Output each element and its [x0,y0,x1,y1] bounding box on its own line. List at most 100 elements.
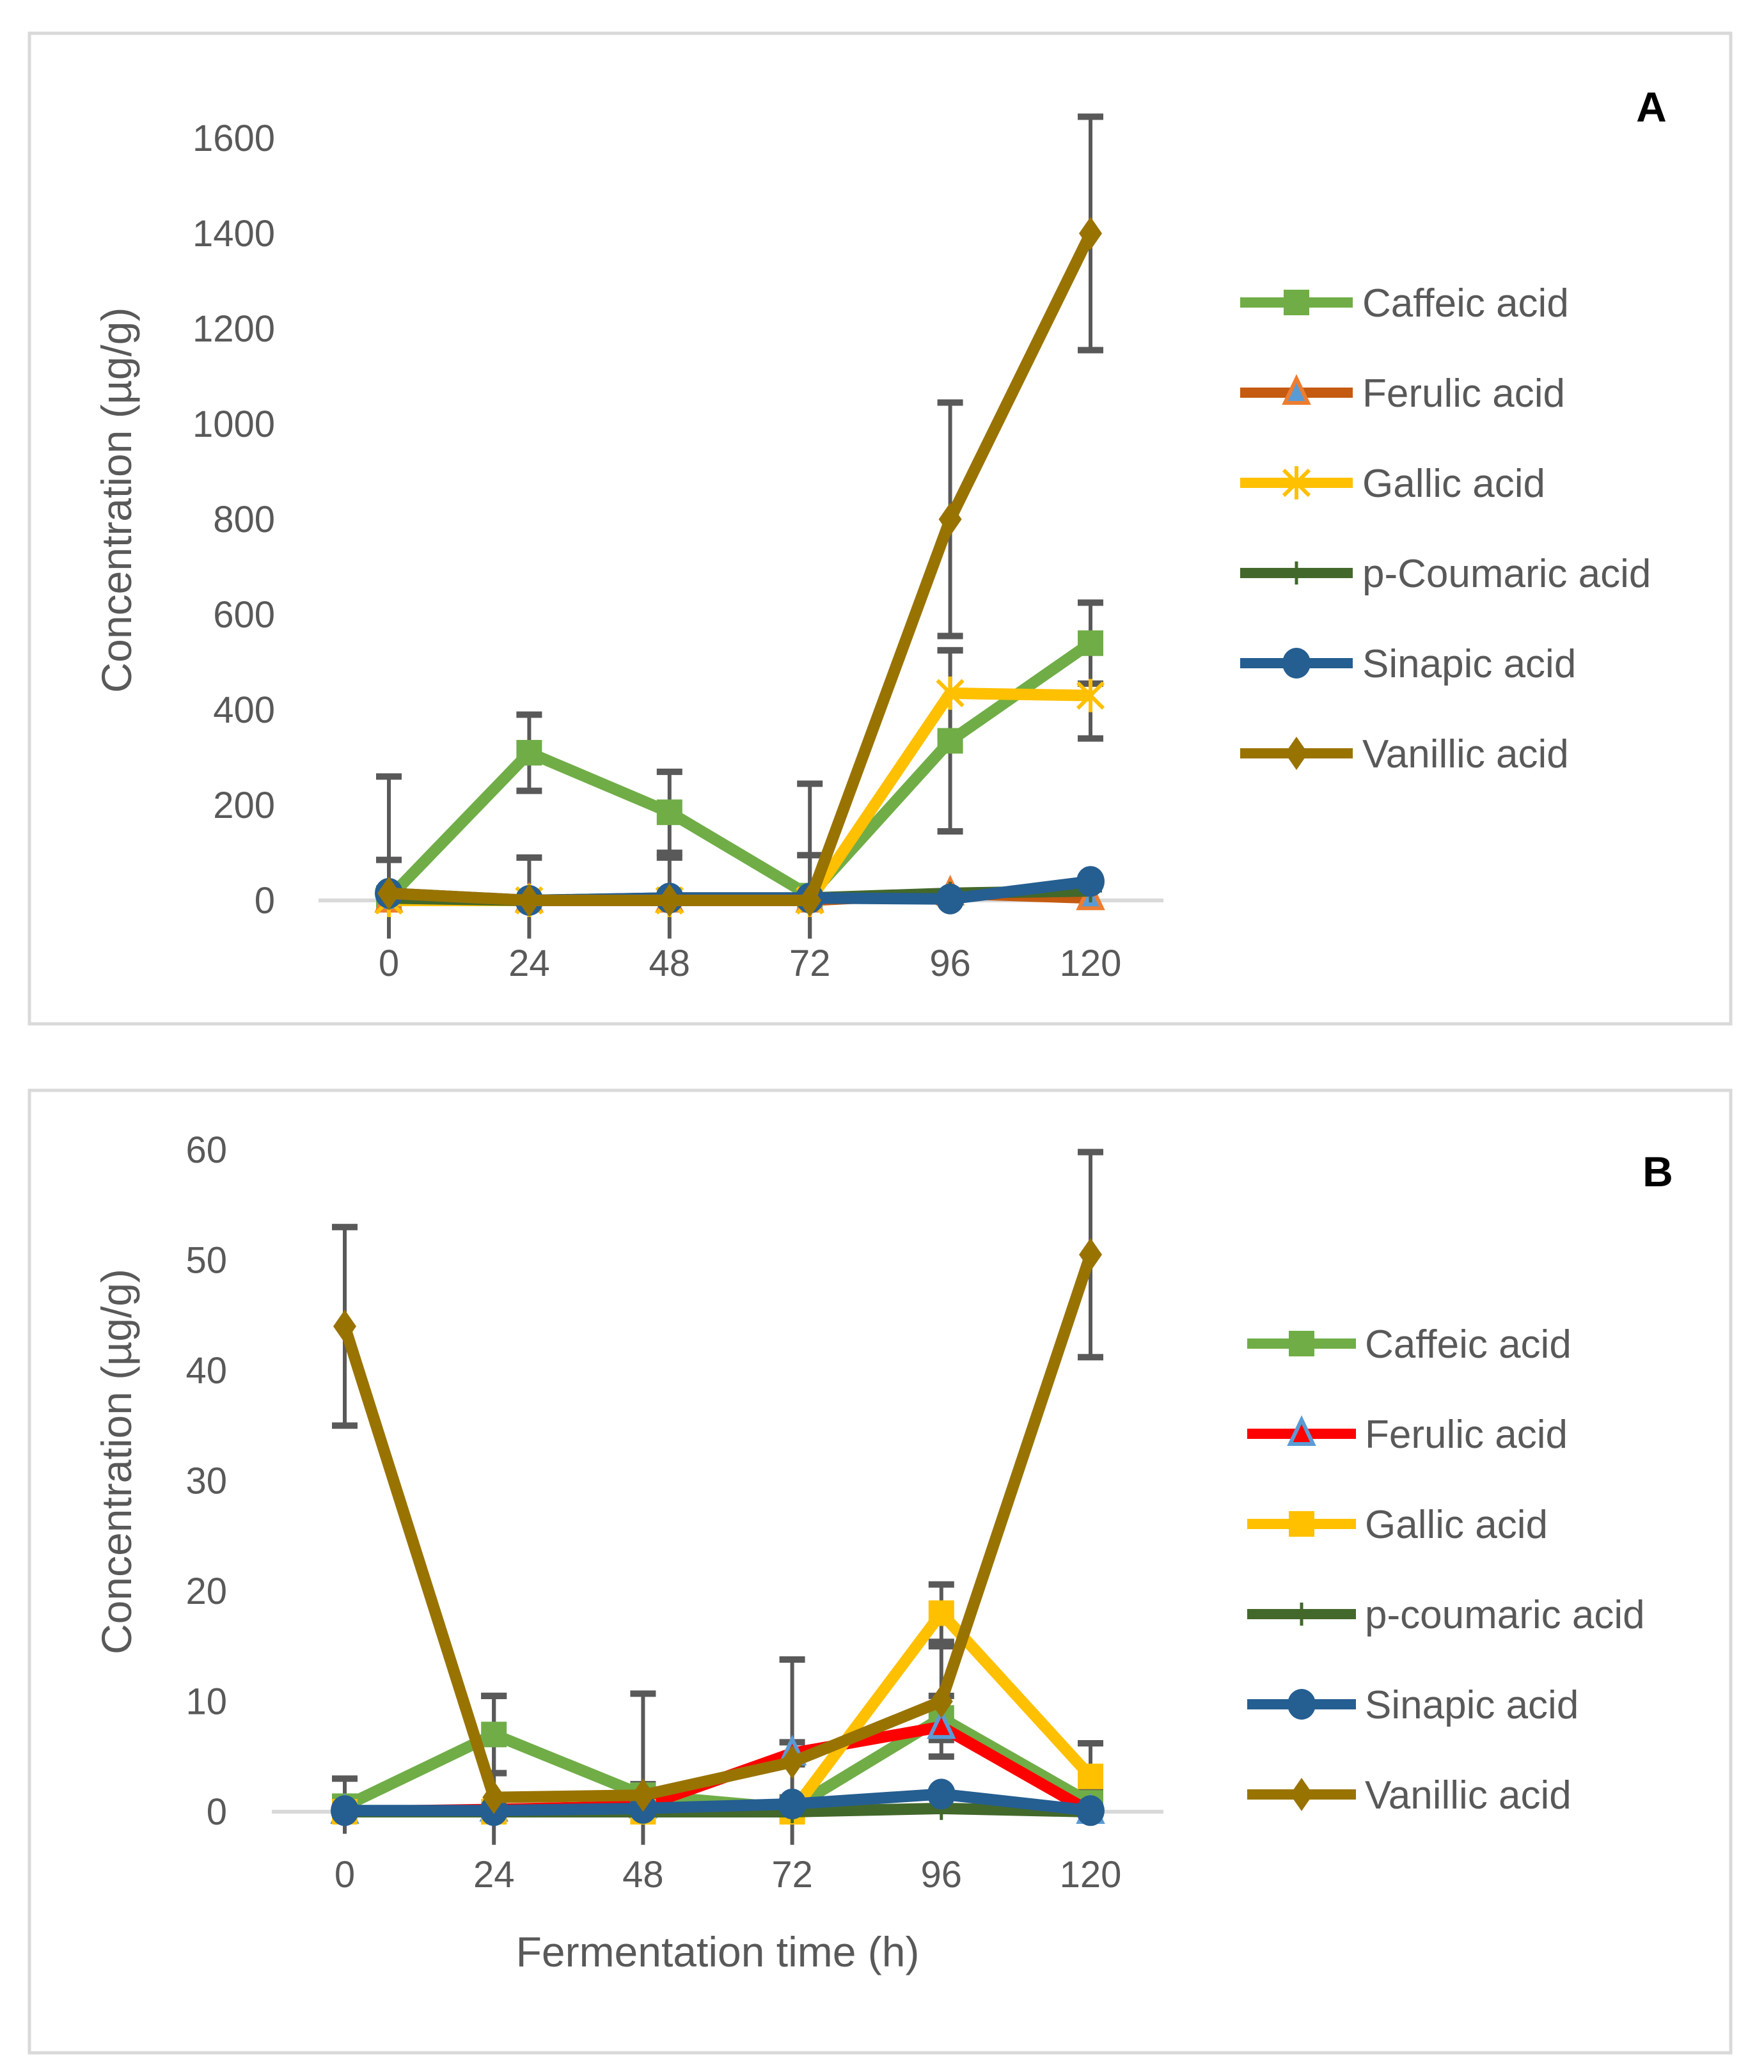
legend-item: Vanillic acid [1240,732,1569,776]
y-tick-label: 50 [185,1240,227,1282]
legend-item: Sinapic acid [1240,642,1576,686]
marker-triangle [927,1708,956,1739]
marker-square [1289,1511,1314,1537]
marker-diamond [517,884,541,917]
marker-diamond [658,884,681,917]
marker-diamond [482,1780,506,1814]
x-tick-label: 120 [1060,1854,1122,1895]
y-tick-label: 800 [213,499,275,540]
y-tick-label: 1400 [193,213,275,255]
legend-item: Ferulic acid [1247,1413,1568,1457]
y-tick-label: 1200 [193,308,275,350]
y-tick-label: 0 [207,1791,227,1833]
legend-label: p-coumaric acid [1365,1593,1645,1637]
legend: Caffeic acid Ferulic acid Gallic acid p-cou… [1247,1322,1645,1817]
y-tick-label: 1000 [193,404,275,445]
series-vanillic-acid [377,217,1102,917]
legend-item: Gallic acid [1247,1503,1548,1547]
legend-label: Vanillic acid [1365,1773,1571,1817]
marker-circle [927,1778,956,1810]
series-line [388,231,1096,906]
y-tick-label: 10 [185,1681,227,1723]
legend-item: Gallic acid [1240,462,1545,506]
y-tick-label: 0 [255,880,275,922]
marker-asterisk [1282,466,1311,499]
marker-circle [778,1788,807,1819]
x-tick-label: 96 [921,1854,963,1895]
x-tick-label: 72 [789,943,831,984]
y-tick-label: 1600 [193,118,275,159]
y-tick-label: 600 [213,594,275,636]
marker-square [937,728,963,754]
marker-diamond [1290,1778,1313,1811]
x-tick-label: 120 [1060,943,1122,984]
marker-square [1078,630,1103,656]
chart-border [28,31,1733,1026]
marker-asterisk [936,676,965,710]
marker-circle [936,883,965,914]
y-tick-label: 400 [213,689,275,731]
x-tick-label: 72 [771,1854,813,1895]
marker-plus [1285,561,1308,585]
x-tick-label: 0 [335,1854,355,1895]
y-tick-label: 40 [185,1350,227,1392]
series-line [345,1788,1091,1817]
y-tick-label: 200 [213,785,275,826]
marker-circle [1076,866,1105,897]
marker-square [928,1600,954,1626]
panel-label: A [1636,83,1667,130]
marker-square [1284,290,1309,315]
legend-item: Vanillic acid [1247,1773,1571,1817]
marker-diamond [1285,737,1308,770]
marker-diamond [631,1778,655,1812]
marker-square [481,1722,507,1748]
y-tick-label: 60 [185,1129,227,1171]
marker-diamond [1079,1237,1102,1271]
legend-item: p-Coumaric acid [1240,552,1651,596]
marker-circle [1288,1689,1316,1720]
legend-label: Ferulic acid [1362,372,1565,416]
series-vanillic-acid [333,1237,1102,1814]
marker-square [516,740,542,766]
x-tick-label: 24 [473,1854,515,1895]
marker-circle [1076,1795,1105,1826]
marker-diamond [938,503,962,536]
series-line [339,1253,1096,1803]
legend-label: Sinapic acid [1362,642,1576,686]
chart-panel-b: 0 10 20 30 40 50 60 0 24 48 72 96 120 Concentration (… [28,1088,1733,2055]
x-tick-label: 96 [929,943,971,984]
y-tick-label: 30 [185,1461,227,1502]
series-line [384,638,1094,902]
legend-label: Caffeic acid [1362,281,1569,326]
marker-plus [1290,1603,1313,1626]
marker-circle [1282,648,1311,679]
chart-panel-a: 0 200 400 600 800 1000 1200 1400 1600 0 24 48 72 96 12… [28,31,1733,1026]
legend-label: Vanillic acid [1362,732,1569,776]
x-tick-label: 0 [379,943,399,984]
marker-square [656,799,682,826]
chart-border [28,1088,1733,2055]
legend: Caffeic acid Ferulic acid Gallic acid p-Cou… [1240,281,1651,776]
panel-label: B [1642,1148,1673,1195]
marker-diamond [377,876,400,910]
marker-square [1289,1331,1314,1356]
legend-label: Ferulic acid [1365,1413,1568,1457]
x-tick-label: 24 [508,943,550,984]
legend-item: Caffeic acid [1240,281,1569,326]
legend-label: Sinapic acid [1365,1683,1579,1727]
marker-triangle [1287,1415,1316,1446]
legend-item: p-coumaric acid [1247,1593,1645,1637]
x-axis-title: Fermentation time (h) [516,1928,920,1975]
y-axis-title: Concentration (µg/g) [93,1269,140,1654]
x-tick-label: 48 [622,1854,664,1895]
marker-asterisk [1076,679,1105,712]
marker-diamond [929,1684,953,1718]
marker-circle [331,1795,359,1826]
legend-label: Gallic acid [1362,462,1545,506]
legend-item: Sinapic acid [1247,1683,1579,1727]
marker-diamond [780,1745,804,1779]
marker-triangle [1282,373,1311,405]
legend-label: Caffeic acid [1365,1322,1571,1367]
x-tick-label: 48 [649,943,691,984]
